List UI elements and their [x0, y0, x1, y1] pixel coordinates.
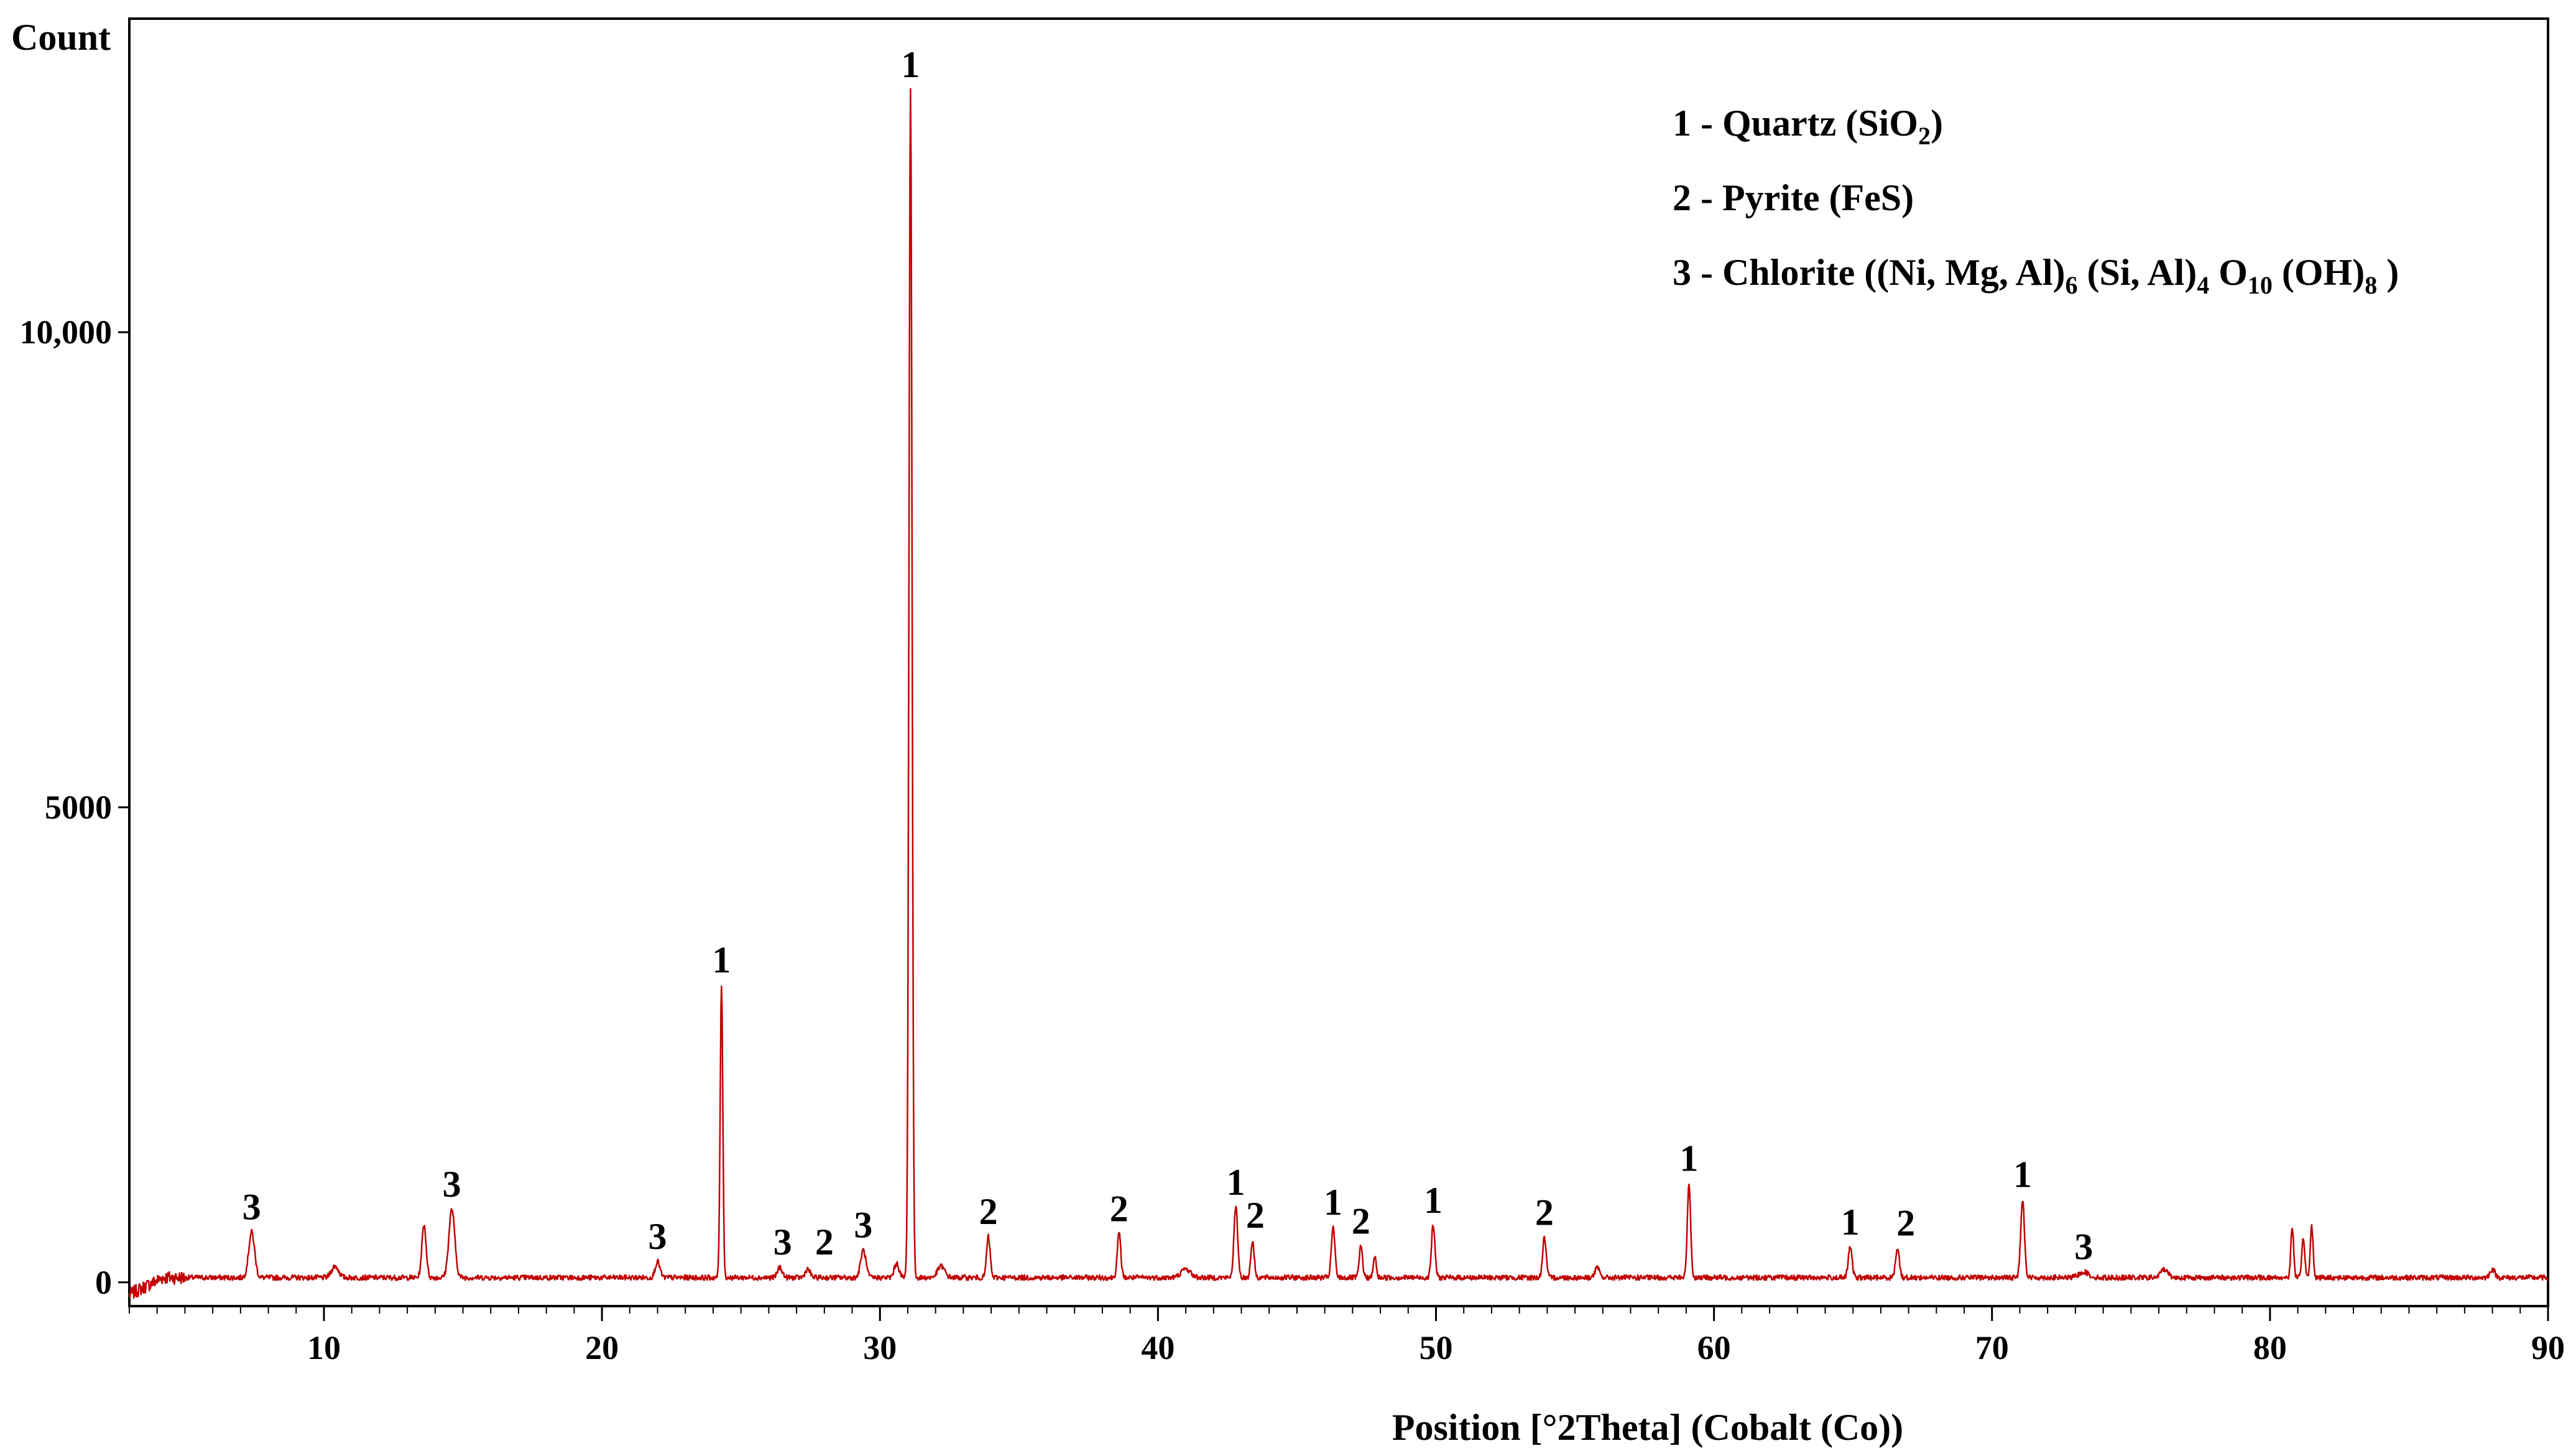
peak-label: 3	[649, 1216, 667, 1257]
y-tick-label: 0	[95, 1264, 112, 1301]
legend-text-part: O	[2209, 252, 2248, 293]
legend-entry: 3 - Chlorite ((Ni, Mg, Al)6 (Si, Al)4 O1…	[1673, 252, 2399, 299]
peak-label: 1	[1324, 1182, 1342, 1223]
x-tick-label: 90	[2531, 1329, 2565, 1366]
legend-entry: 2 - Pyrite (FeS)	[1673, 177, 1914, 218]
peak-label: 1	[712, 939, 731, 980]
x-tick-label: 60	[1697, 1329, 1731, 1366]
legend-text-part: (Si, Al)	[2078, 252, 2197, 293]
legend-subscript: 10	[2248, 271, 2273, 299]
legend-text-part: )	[2377, 252, 2399, 293]
diffraction-series	[128, 88, 2549, 1299]
peak-label: 1	[1679, 1138, 1698, 1179]
legend-subscript: 6	[2066, 271, 2078, 299]
x-tick-label: 80	[2253, 1329, 2287, 1366]
legend: 1 - Quartz (SiO2) 2 - Pyrite (FeS) 3 - Chl…	[1673, 103, 2399, 299]
x-tick-label: 10	[307, 1329, 341, 1366]
x-axis: 10 20 30 40 50 60 70 80 90	[129, 1306, 2565, 1366]
x-tick-label: 40	[1141, 1329, 1175, 1366]
peak-label: 2	[815, 1222, 834, 1263]
peak-label: 3	[242, 1186, 261, 1227]
legend-text-part: 3 - Chlorite ((Ni, Mg, Al)	[1673, 252, 2066, 293]
y-tick-label: 5000	[45, 789, 112, 826]
peak-label: 1	[1424, 1180, 1443, 1221]
peak-label: 1	[1841, 1202, 1860, 1243]
peak-label: 2	[1896, 1202, 1915, 1243]
x-tick-label: 20	[585, 1329, 619, 1366]
legend-text-part: 1 - Quartz (SiO	[1673, 103, 1918, 144]
legend-text-part: (OH)	[2273, 252, 2365, 293]
legend-subscript: 2	[1918, 122, 1931, 150]
series-line	[128, 88, 2549, 1299]
peak-label: 1	[2013, 1154, 2032, 1195]
peak-label: 2	[1352, 1200, 1370, 1241]
x-tick-label: 50	[1419, 1329, 1452, 1366]
peak-label: 2	[1535, 1192, 1554, 1233]
legend-text-part: )	[1931, 103, 1943, 144]
peak-label: 3	[773, 1222, 792, 1263]
legend-entry: 1 - Quartz (SiO2)	[1673, 103, 1943, 150]
peak-label: 3	[443, 1164, 461, 1205]
peak-label: 1	[901, 44, 920, 85]
legend-subscript: 8	[2365, 271, 2377, 299]
x-tick-label: 70	[1975, 1329, 2009, 1366]
x-tick-label: 30	[863, 1329, 897, 1366]
peak-label: 2	[1246, 1195, 1265, 1236]
peak-label: 1	[1227, 1162, 1245, 1203]
y-axis-title: Count	[11, 17, 111, 58]
peak-label: 2	[979, 1191, 998, 1232]
legend-text-part: 2 - Pyrite (FeS)	[1673, 177, 1914, 218]
x-axis-title: Position [°2Theta] (Cobalt (Co))	[1392, 1407, 1903, 1448]
peak-label: 3	[2074, 1226, 2093, 1268]
peak-label: 3	[854, 1205, 872, 1246]
legend-subscript: 4	[2197, 271, 2209, 299]
y-tick-label: 10,000	[20, 313, 113, 351]
y-axis: 0 5000 10,000	[20, 313, 129, 1301]
plot-area-frame	[128, 17, 2549, 1307]
peak-label: 2	[1110, 1189, 1129, 1230]
